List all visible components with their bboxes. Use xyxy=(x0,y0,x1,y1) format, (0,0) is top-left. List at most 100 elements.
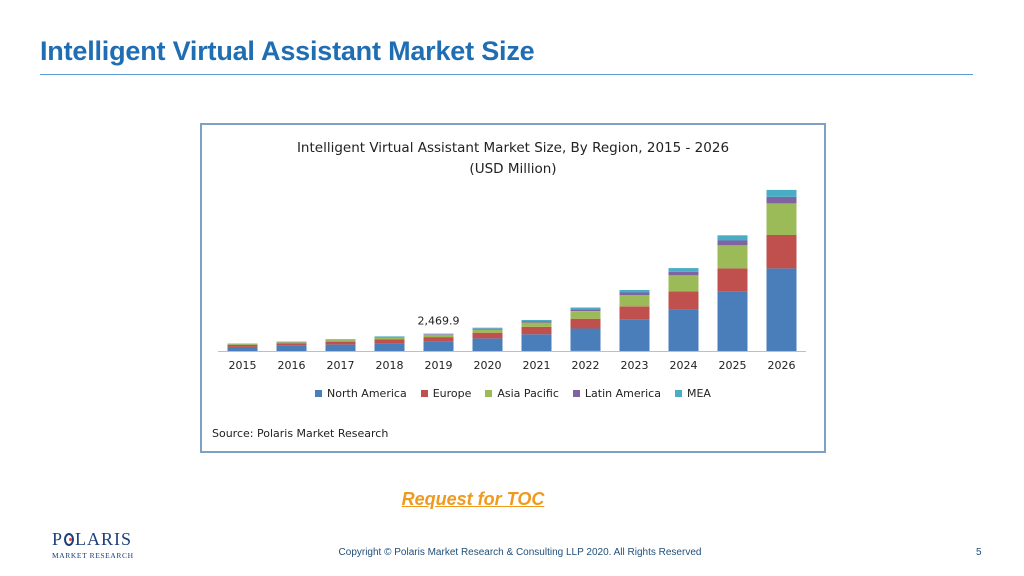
bar-segment-north-america-2017 xyxy=(325,344,356,351)
bar-segment-asia-pacific-2022 xyxy=(570,311,601,319)
bar-segment-asia-pacific-2020 xyxy=(472,329,503,333)
legend-label-europe: Europe xyxy=(432,387,472,400)
bar-segment-europe-2021 xyxy=(521,326,552,335)
bar-segment-latin-america-2025 xyxy=(717,240,748,246)
legend-label-mea: MEA xyxy=(686,387,711,400)
polaris-logo: P LARIS MARKET RESEARCH xyxy=(52,529,134,564)
legend-item-mea: MEA xyxy=(674,387,711,400)
bar-segment-europe-2022 xyxy=(570,318,601,329)
x-tick-label-2019: 2019 xyxy=(425,359,453,372)
bar-segment-europe-2026 xyxy=(766,235,797,269)
x-tick-label-2025: 2025 xyxy=(719,359,747,372)
chart-image: Intelligent Virtual Assistant Market Siz… xyxy=(200,123,826,453)
bar-segment-asia-pacific-2024 xyxy=(668,275,699,292)
x-tick-label-2017: 2017 xyxy=(327,359,355,372)
bar-segment-north-america-2026 xyxy=(766,268,797,351)
bar-segment-asia-pacific-2025 xyxy=(717,245,748,269)
logo-text-end: LARIS xyxy=(74,529,132,549)
bar-segment-latin-america-2024 xyxy=(668,271,699,276)
chart-legend: North America Europe Asia Pacific Latin Ame… xyxy=(202,387,824,400)
x-tick-label-2021: 2021 xyxy=(523,359,551,372)
legend-swatch-north-america xyxy=(315,390,323,397)
bar-segment-mea-2023 xyxy=(619,290,650,293)
logo-tagline: MARKET RESEARCH xyxy=(52,551,134,560)
bar-segment-mea-2019 xyxy=(423,333,454,335)
bar-segment-north-america-2015 xyxy=(227,346,258,351)
bar-segment-mea-2020 xyxy=(472,327,503,329)
x-tick-label-2020: 2020 xyxy=(474,359,502,372)
bar-segment-north-america-2023 xyxy=(619,319,650,351)
bar-segment-asia-pacific-2015 xyxy=(227,344,258,345)
legend-item-asia-pacific: Asia Pacific xyxy=(485,387,559,400)
bar-segment-europe-2018 xyxy=(374,339,405,344)
bar-segment-asia-pacific-2017 xyxy=(325,340,356,342)
x-tick-label-2024: 2024 xyxy=(670,359,698,372)
data-label-2019: 2,469.9 xyxy=(418,315,460,328)
bar-segment-latin-america-2022 xyxy=(570,309,601,311)
logo-text-start: P xyxy=(52,529,64,549)
bar-segment-europe-2025 xyxy=(717,268,748,292)
chart-title-line-1: Intelligent Virtual Assistant Market Siz… xyxy=(296,140,730,156)
bar-segment-asia-pacific-2021 xyxy=(521,322,552,327)
x-tick-label-2026: 2026 xyxy=(768,359,796,372)
bar-segment-latin-america-2026 xyxy=(766,197,797,204)
legend-label-latin-america: Latin America xyxy=(584,387,661,400)
bar-segment-latin-america-2018 xyxy=(374,337,405,338)
bar-segment-north-america-2024 xyxy=(668,309,699,351)
copyright-text: Copyright © Polaris Market Research & Co… xyxy=(338,547,702,558)
chart-title: Intelligent Virtual Assistant Market Siz… xyxy=(202,138,824,180)
x-tick-label-2016: 2016 xyxy=(278,359,306,372)
legend-item-latin-america: Latin America xyxy=(572,387,661,400)
bar-segment-asia-pacific-2023 xyxy=(619,294,650,307)
legend-swatch-mea xyxy=(674,390,682,397)
bar-segment-europe-2024 xyxy=(668,291,699,310)
x-tick-label-2018: 2018 xyxy=(376,359,404,372)
bar-segment-europe-2023 xyxy=(619,306,650,320)
chart-title-line-2: (USD Million) xyxy=(469,161,557,177)
bar-segment-north-america-2020 xyxy=(472,338,503,351)
bar-segment-mea-2024 xyxy=(668,268,699,272)
bar-segment-mea-2022 xyxy=(570,307,601,310)
bar-segment-north-america-2021 xyxy=(521,334,552,351)
legend-swatch-asia-pacific xyxy=(485,390,493,397)
legend-swatch-europe xyxy=(420,390,428,397)
bar-segment-asia-pacific-2016 xyxy=(276,342,307,344)
bar-segment-latin-america-2023 xyxy=(619,292,650,295)
stacked-bar-chart: 2015 2016 2017 2018 2019 2,469.9 2020 2021 2022 2… xyxy=(218,189,806,372)
bar-segment-europe-2017 xyxy=(325,341,356,345)
bar-segment-north-america-2016 xyxy=(276,345,307,351)
legend-item-north-america: North America xyxy=(315,387,407,400)
bar-segment-asia-pacific-2019 xyxy=(423,334,454,338)
title-divider xyxy=(40,74,973,75)
bar-segment-europe-2015 xyxy=(227,345,258,347)
bar-segment-asia-pacific-2018 xyxy=(374,337,405,340)
x-tick-label-2015: 2015 xyxy=(229,359,257,372)
bar-segment-europe-2016 xyxy=(276,343,307,346)
bar-segment-mea-2025 xyxy=(717,235,748,241)
logo-o-icon xyxy=(64,532,74,546)
bar-segment-europe-2019 xyxy=(423,337,454,342)
bar-segment-latin-america-2021 xyxy=(521,321,552,323)
bar-segment-asia-pacific-2026 xyxy=(766,203,797,235)
slide-title: Intelligent Virtual Assistant Market Siz… xyxy=(40,36,535,66)
bar-segment-mea-2021 xyxy=(521,320,552,322)
bar-segment-north-america-2022 xyxy=(570,328,601,351)
legend-label-asia-pacific: Asia Pacific xyxy=(497,387,559,400)
bar-segment-latin-america-2019 xyxy=(423,334,454,335)
legend-label-north-america: North America xyxy=(327,387,407,400)
bar-segment-europe-2020 xyxy=(472,332,503,339)
page-number: 5 xyxy=(976,547,982,558)
request-toc-link[interactable]: Request for TOC xyxy=(401,489,545,509)
bar-segment-mea-2018 xyxy=(374,336,405,337)
legend-swatch-latin-america xyxy=(572,390,580,397)
x-tick-label-2023: 2023 xyxy=(621,359,649,372)
legend-item-europe: Europe xyxy=(420,387,472,400)
bar-segment-latin-america-2020 xyxy=(472,328,503,330)
chart-source: Source: Polaris Market Research xyxy=(212,427,389,440)
x-tick-label-2022: 2022 xyxy=(572,359,600,372)
bar-segment-mea-2026 xyxy=(766,189,797,197)
bar-segment-north-america-2019 xyxy=(423,341,454,351)
bar-segment-north-america-2025 xyxy=(717,291,748,351)
bar-segment-mea-2017 xyxy=(325,339,356,340)
bar-segment-north-america-2018 xyxy=(374,343,405,351)
